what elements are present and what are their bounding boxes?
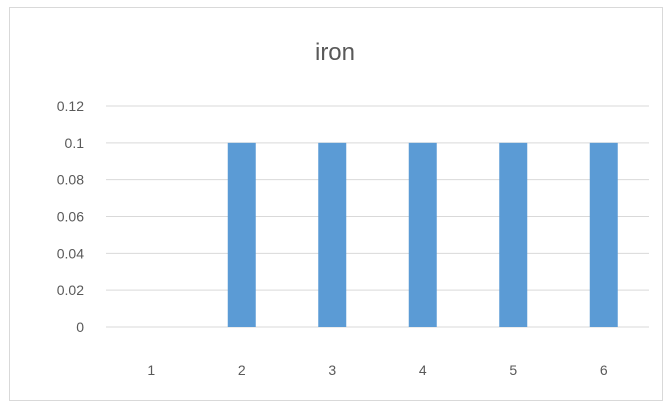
x-tick-label: 4 — [419, 362, 427, 378]
x-tick-label: 5 — [509, 362, 517, 378]
x-tick-label: 6 — [600, 362, 608, 378]
x-tick-label: 3 — [328, 362, 336, 378]
bar-5 — [499, 142, 528, 327]
y-tick-label: 0.1 — [65, 135, 85, 151]
y-tick-label: 0.02 — [57, 282, 84, 298]
bar-6 — [589, 142, 618, 327]
y-axis-ticks: 0 0.02 0.04 0.06 0.08 0.1 0.12 — [57, 98, 84, 335]
y-tick-label: 0.12 — [57, 98, 84, 114]
chart-title: iron — [315, 39, 355, 66]
y-tick-label: 0.06 — [57, 209, 84, 225]
bars — [227, 142, 618, 327]
bar-4 — [408, 142, 437, 327]
gridlines — [106, 105, 649, 328]
y-tick-label: 0.08 — [57, 172, 84, 188]
bar-3 — [318, 142, 347, 327]
y-tick-label: 0 — [76, 319, 84, 335]
x-tick-label: 2 — [238, 362, 246, 378]
x-axis-ticks: 1 2 3 4 5 6 — [147, 362, 608, 378]
x-tick-label: 1 — [147, 362, 155, 378]
y-tick-label: 0.04 — [57, 245, 84, 261]
bar-2 — [227, 142, 256, 327]
